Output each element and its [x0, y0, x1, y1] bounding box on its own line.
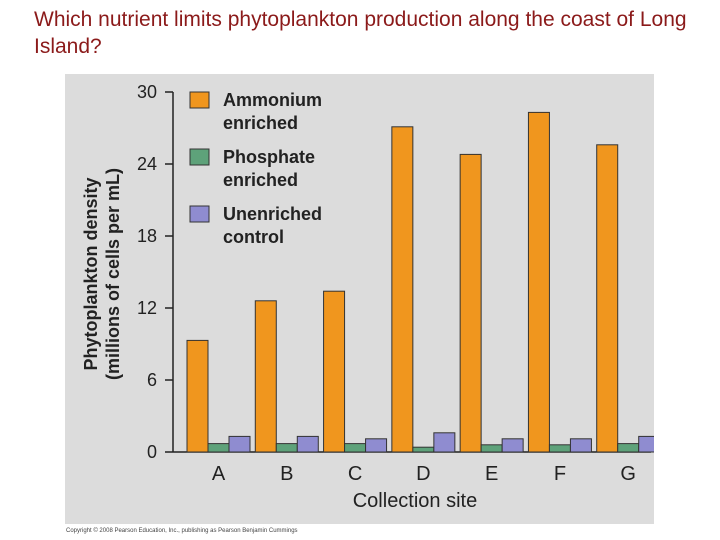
x-tick-label-b: B: [280, 463, 293, 485]
bar-ammonium-enriched-f: [527, 111, 550, 453]
bar-unenriched-control-c: [365, 438, 388, 453]
bar-ammonium-enriched-e: [459, 153, 482, 453]
y-tick-label: 18: [137, 226, 157, 246]
bar-unenriched-control-e: [501, 438, 524, 453]
y-tick-label: 0: [147, 442, 157, 462]
bar-phosphate-enriched-b: [275, 443, 298, 453]
bar-ammonium-enriched-d: [391, 126, 414, 453]
x-axis-title: Collection site: [353, 490, 478, 512]
copyright-notice: Copyright © 2008 Pearson Education, Inc.…: [66, 528, 298, 534]
bar-phosphate-enriched-c: [344, 443, 367, 453]
legend-swatch-phosphate-enriched: [189, 148, 210, 166]
x-tick-label-d: D: [416, 463, 430, 485]
x-tick-label-a: A: [212, 463, 226, 485]
x-tick-label-c: C: [348, 463, 362, 485]
slide-title: Which nutrient limits phytoplankton prod…: [34, 8, 687, 58]
y-tick-label: 24: [137, 154, 157, 174]
legend-label-phosphate-enriched-line-2: enriched: [223, 170, 298, 190]
chart-panel: 0 6 12 18 24 30 A B C D E F G Collection site Phytopla…: [65, 74, 654, 524]
bar-unenriched-control-g: [638, 435, 654, 453]
x-tick-label-e: E: [485, 463, 498, 485]
x-tick-label-g: G: [620, 463, 636, 485]
bar-ammonium-enriched-c: [323, 290, 346, 453]
bar-phosphate-enriched-e: [480, 444, 503, 453]
bar-unenriched-control-b: [296, 435, 319, 453]
bar-ammonium-enriched-g: [596, 144, 619, 453]
y-tick-label: 30: [137, 82, 157, 102]
y-axis-title-line-2: (millions of cells per mL): [103, 168, 123, 380]
y-axis-title-line-1: Phytoplankton density: [81, 177, 101, 370]
bar-ammonium-enriched-a: [186, 339, 209, 453]
legend-label-phosphate-enriched-line-1: Phosphate: [223, 147, 315, 167]
bar-chart: 0 6 12 18 24 30 A B C D E F G Collection site Phytopla…: [81, 82, 654, 512]
bar-ammonium-enriched-b: [254, 300, 277, 453]
x-tick-label-f: F: [554, 463, 566, 485]
bar-phosphate-enriched-g: [617, 443, 640, 453]
legend-swatch-ammonium-enriched: [189, 91, 210, 109]
bar-unenriched-control-a: [228, 435, 251, 453]
legend-label-ammonium-enriched-line-2: enriched: [223, 113, 298, 133]
y-tick-label: 12: [137, 298, 157, 318]
bar-unenriched-control-f: [569, 438, 592, 453]
legend-label-unenriched-control-line-2: control: [223, 227, 284, 247]
y-tick-label: 6: [147, 370, 157, 390]
legend-swatch-unenriched-control: [189, 205, 210, 223]
bar-phosphate-enriched-a: [207, 443, 230, 453]
legend-label-ammonium-enriched-line-1: Ammonium: [223, 90, 322, 110]
bar-unenriched-control-d: [433, 432, 456, 453]
bar-phosphate-enriched-f: [548, 444, 571, 453]
bar-phosphate-enriched-d: [412, 446, 435, 453]
legend-label-unenriched-control-line-1: Unenriched: [223, 204, 322, 224]
